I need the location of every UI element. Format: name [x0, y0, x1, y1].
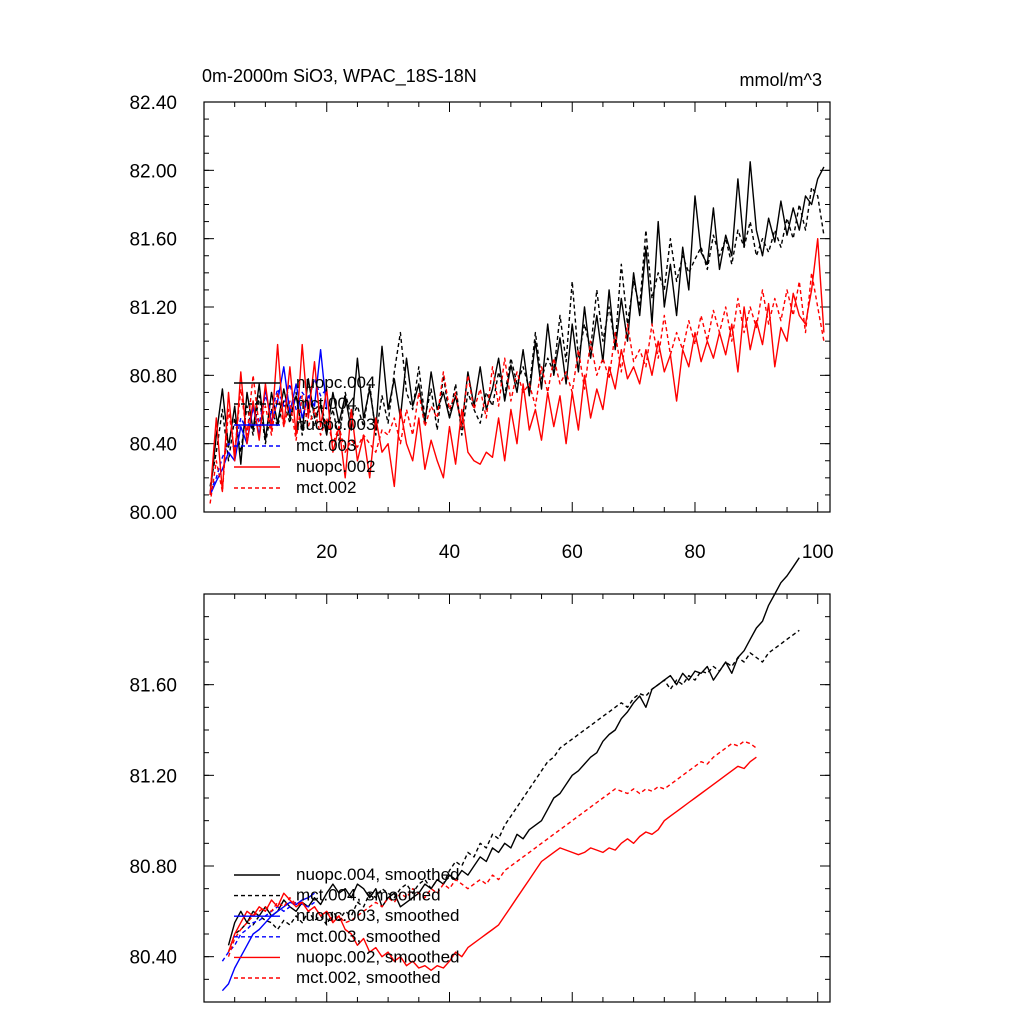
legend-label: mct.002, smoothed [296, 968, 441, 987]
panel-top-legend: nuopc.004 mct.004 nuopc.003 mct.003 nuopc.00… [234, 373, 375, 497]
series-line-nuopc-002 [209, 237, 825, 495]
series-line-mct-002 [209, 272, 825, 504]
series-line-mct-004-smoothed [227, 629, 800, 953]
y-tick-label: 82.40 [129, 93, 177, 114]
y-tick-label: 80.80 [129, 857, 177, 878]
legend-label: mct.004 [296, 394, 356, 413]
panel-bottom-ticks: 80.40 80.80 81.20 81.60 [129, 593, 830, 1003]
y-tick-label: 81.20 [129, 298, 177, 319]
panel-top-series [209, 161, 825, 504]
series-line-nuopc-004 [209, 161, 825, 495]
y-tick-label: 80.80 [129, 366, 177, 387]
series-line-nuopc-004-smoothed [227, 557, 800, 946]
y-tick-label: 81.20 [129, 766, 177, 787]
panel-bottom-frame [203, 593, 831, 1003]
series-line-nuopc-002-smoothed [227, 756, 757, 971]
legend-label: nuopc.004 [296, 373, 375, 392]
legend-label: mct.002 [296, 478, 356, 497]
legend-label: nuopc.004, smoothed [296, 865, 460, 884]
legend-label: mct.004, smoothed [296, 886, 441, 905]
x-tick-label: 20 [316, 542, 337, 563]
legend-label: mct.003 [296, 436, 356, 455]
legend-label: nuopc.003, smoothed [296, 906, 460, 925]
x-tick-label: 100 [802, 542, 834, 563]
legend-label: nuopc.002, smoothed [296, 947, 460, 966]
y-tick-label: 80.40 [129, 948, 177, 969]
panel-top: 20 40 60 80 100 80.00 80.40 80.80 81.20 81.60 82.0… [129, 66, 833, 563]
panel-top-frame [203, 101, 831, 513]
panel-top-ticks: 20 40 60 80 100 80.00 80.40 80.80 81.20 81.60 82.0… [129, 93, 833, 563]
y-tick-label: 80.40 [129, 435, 177, 456]
series-line-mct-004 [209, 186, 825, 487]
legend-label: nuopc.003 [296, 415, 375, 434]
x-tick-label: 60 [562, 542, 583, 563]
legend-label: mct.003, smoothed [296, 927, 441, 946]
panel-bottom-series [221, 557, 800, 992]
series-line-nuopc-003-smoothed [221, 892, 315, 992]
series-line-mct-002-smoothed [227, 740, 757, 957]
y-tick-label: 81.60 [129, 230, 177, 251]
x-tick-label: 80 [684, 542, 705, 563]
y-tick-label: 80.00 [129, 503, 177, 524]
legend-label: nuopc.002 [296, 457, 375, 476]
x-tick-label: 40 [439, 542, 460, 563]
y-tick-label: 82.00 [129, 161, 177, 182]
chart-title: 0m-2000m SiO3, WPAC_18S-18N [202, 66, 477, 87]
panel-bottom: 80.40 80.80 81.20 81.60 nuopc.004, smoothed… [129, 557, 831, 1003]
y-tick-label: 81.60 [129, 676, 177, 697]
units-label: mmol/m^3 [740, 70, 822, 90]
